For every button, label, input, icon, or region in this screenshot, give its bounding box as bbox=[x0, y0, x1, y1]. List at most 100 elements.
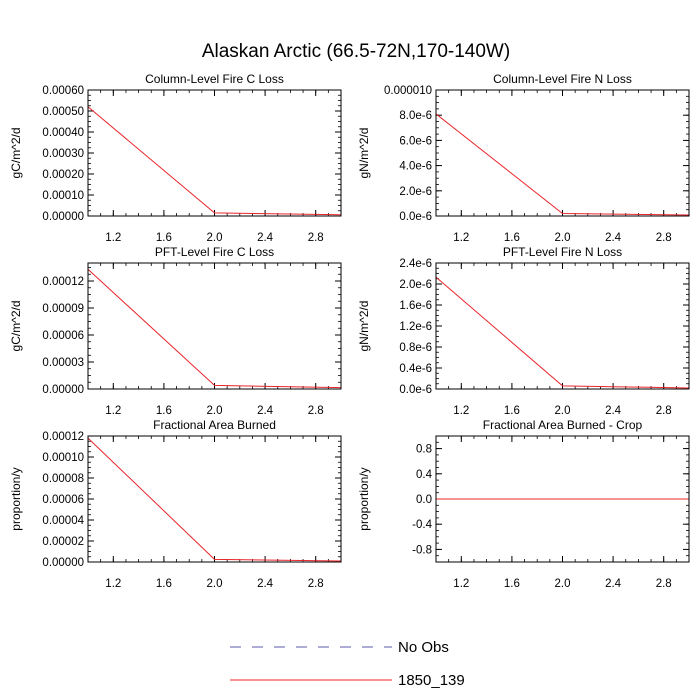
panel-5-ytick-label: 0.00006 bbox=[42, 494, 84, 506]
panel-2-xtick-label: 2.8 bbox=[656, 232, 672, 244]
panel-4-ytick-label: 2.4e-6 bbox=[399, 258, 432, 270]
panel-4-frame bbox=[435, 262, 690, 390]
panel-5-xtick-label: 1.2 bbox=[105, 578, 121, 590]
panel-5-title: Fractional Area Burned bbox=[153, 418, 276, 432]
panel-1-ylabel: gC/m^2/d bbox=[9, 128, 23, 179]
panel-1-xtick-label: 1.6 bbox=[156, 232, 172, 244]
panel-3: PFT-Level Fire C Loss gC/m^2/d 0.00000 0.00… bbox=[9, 245, 342, 417]
panel-6-xtick-label: 2.4 bbox=[605, 578, 622, 590]
panel-3-ylabel: gC/m^2/d bbox=[9, 301, 23, 352]
panel-2-xtick-label: 1.2 bbox=[453, 232, 469, 244]
panel-4-xtick-label: 2.8 bbox=[656, 405, 672, 417]
panel-5-ytick-label: 0.00000 bbox=[42, 557, 84, 569]
panel-1-ytick-label: 0.00000 bbox=[42, 211, 84, 223]
panel-2-xtick-label: 2.0 bbox=[555, 232, 571, 244]
panel-3-ytick-label: 0.00000 bbox=[42, 384, 84, 396]
panel-2-ytick-label: 0.0e-6 bbox=[399, 211, 432, 223]
panel-4-title: PFT-Level Fire N Loss bbox=[503, 245, 622, 259]
panel-2-ytick-label: 8.0e-6 bbox=[399, 110, 432, 122]
panel-5-ytick-label: 0.00010 bbox=[42, 452, 84, 464]
panel-4-ytick-label: 1.2e-6 bbox=[399, 321, 432, 333]
panel-5-frame bbox=[87, 435, 342, 563]
panel-3-ytick-label: 0.00009 bbox=[42, 303, 84, 315]
panel-5-ytick-label: 0.00004 bbox=[42, 515, 84, 527]
panel-5-xtick-label: 1.6 bbox=[156, 578, 172, 590]
panel-3-xtick-label: 1.6 bbox=[156, 405, 172, 417]
panel-6-xtick-label: 1.2 bbox=[453, 578, 469, 590]
panel-3-title: PFT-Level Fire C Loss bbox=[155, 245, 274, 259]
panel-4-xtick-label: 2.4 bbox=[605, 405, 622, 417]
panel-1-xtick-label: 1.2 bbox=[105, 232, 121, 244]
panel-6-title: Fractional Area Burned - Crop bbox=[483, 418, 643, 432]
panel-6-ytick-label: -0.8 bbox=[412, 544, 432, 556]
panel-6-xtick-label: 1.6 bbox=[504, 578, 520, 590]
panel-6-ytick-label: 0.0 bbox=[416, 494, 432, 506]
panel-1-frame bbox=[87, 89, 342, 217]
panel-6-ytick-label: -0.4 bbox=[412, 519, 432, 531]
panel-6-ylabel: proportion/y bbox=[357, 467, 371, 530]
legend-label-1850-139: 1850_139 bbox=[398, 672, 465, 689]
panel-6-frame bbox=[435, 435, 690, 563]
panel-2-series-line bbox=[435, 113, 690, 216]
panel-4-ytick-label: 0.4e-6 bbox=[399, 363, 432, 375]
panel-5: Fractional Area Burned proportion/y 0.0000… bbox=[9, 418, 342, 590]
panel-2-ylabel: gN/m^2/d bbox=[357, 128, 371, 179]
panel-5-ytick-label: 0.00002 bbox=[42, 536, 84, 548]
panel-4-ylabel: gN/m^2/d bbox=[357, 301, 371, 352]
panel-3-xtick-label: 2.8 bbox=[308, 405, 324, 417]
legend-label-no-obs: No Obs bbox=[398, 639, 449, 656]
panel-2-ytick-label: 2.0e-6 bbox=[399, 186, 432, 198]
panel-2-ytick-label: 6.0e-6 bbox=[399, 135, 432, 147]
panel-6-xtick-label: 2.0 bbox=[555, 578, 571, 590]
panel-3-ytick-label: 0.00003 bbox=[42, 357, 84, 369]
panel-4: PFT-Level Fire N Loss gN/m^2/d 0.0e-6 0.4e-… bbox=[357, 245, 690, 417]
panel-4-ytick-label: 0.8e-6 bbox=[399, 342, 432, 354]
legend: No Obs 1850_139 bbox=[230, 639, 465, 689]
panel-2-ytick-label: 4.0e-6 bbox=[399, 161, 432, 173]
panel-3-frame bbox=[87, 262, 342, 390]
panel-2-frame bbox=[435, 89, 690, 217]
panel-3-xtick-label: 2.4 bbox=[257, 405, 274, 417]
panel-1-ytick-label: 0.00040 bbox=[42, 127, 84, 139]
panel-2: Column-Level Fire N Loss gN/m^2/d 0.0e-6 2.… bbox=[357, 72, 690, 244]
panel-1-xtick-label: 2.0 bbox=[207, 232, 223, 244]
panel-4-xtick-label: 1.2 bbox=[453, 405, 469, 417]
panel-3-ytick-label: 0.00006 bbox=[42, 330, 84, 342]
panel-3-xtick-label: 2.0 bbox=[207, 405, 223, 417]
panel-4-series-line bbox=[435, 276, 690, 389]
panel-5-series-line bbox=[87, 437, 342, 562]
panel-5-xtick-label: 2.8 bbox=[308, 578, 324, 590]
panel-5-ytick-label: 0.00012 bbox=[42, 431, 84, 443]
panel-4-xtick-label: 2.0 bbox=[555, 405, 571, 417]
panel-6-ytick-label: 0.4 bbox=[416, 469, 433, 481]
panel-5-ytick-label: 0.00008 bbox=[42, 473, 84, 485]
panel-1-ytick-label: 0.00030 bbox=[42, 148, 84, 160]
panel-5-xtick-label: 2.0 bbox=[207, 578, 223, 590]
panel-2-ytick-label: 0.000010 bbox=[384, 85, 432, 97]
panel-2-title: Column-Level Fire N Loss bbox=[493, 72, 632, 86]
figure-title: Alaskan Arctic (66.5-72N,170-140W) bbox=[202, 41, 510, 62]
panel-5-ylabel: proportion/y bbox=[9, 467, 23, 530]
panel-1-title: Column-Level Fire C Loss bbox=[145, 72, 284, 86]
panel-1: Column-Level Fire C Loss gC/m^2/d 0.00000 0… bbox=[9, 72, 342, 244]
panel-3-series-line bbox=[87, 268, 342, 389]
panel-2-xtick-label: 2.4 bbox=[605, 232, 622, 244]
panel-6-xtick-label: 2.8 bbox=[656, 578, 672, 590]
panel-1-ytick-label: 0.00050 bbox=[42, 106, 84, 118]
panel-1-series-line bbox=[87, 106, 342, 216]
panel-1-ytick-label: 0.00060 bbox=[42, 85, 84, 97]
panel-1-ytick-label: 0.00020 bbox=[42, 169, 84, 181]
panel-4-ytick-label: 2.0e-6 bbox=[399, 279, 432, 291]
panel-6-ytick-label: 0.8 bbox=[416, 444, 432, 456]
panel-3-xtick-label: 1.2 bbox=[105, 405, 121, 417]
panel-4-ytick-label: 0.0e-6 bbox=[399, 384, 432, 396]
panel-3-ytick-label: 0.00012 bbox=[42, 276, 84, 288]
panel-1-xtick-label: 2.8 bbox=[308, 232, 324, 244]
panel-2-xtick-label: 1.6 bbox=[504, 232, 520, 244]
panel-5-xtick-label: 2.4 bbox=[257, 578, 274, 590]
panels-group: Column-Level Fire C Loss gC/m^2/d 0.00000 0… bbox=[9, 72, 690, 590]
panel-6: Fractional Area Burned - Crop proportion/… bbox=[357, 418, 690, 590]
panel-4-ytick-label: 1.6e-6 bbox=[399, 300, 432, 312]
